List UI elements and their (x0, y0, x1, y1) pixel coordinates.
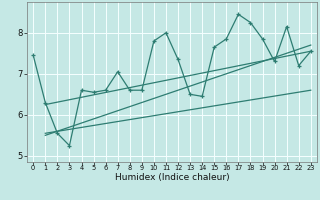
X-axis label: Humidex (Indice chaleur): Humidex (Indice chaleur) (115, 173, 229, 182)
